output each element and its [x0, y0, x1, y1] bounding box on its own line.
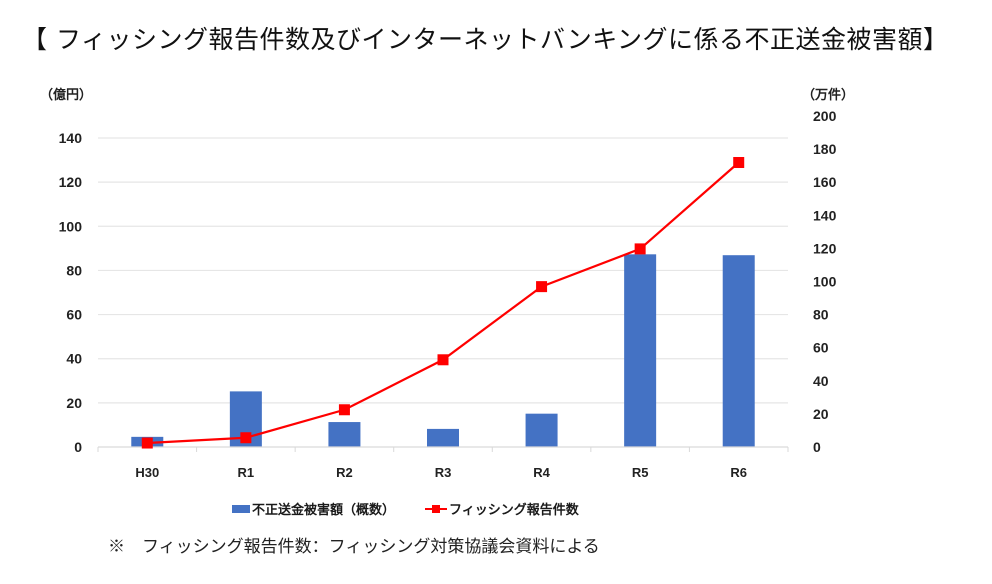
- line-marker-R3: [437, 354, 449, 366]
- right-axis-tick-label: 120: [813, 240, 837, 256]
- right-axis-tick-label: 80: [813, 307, 829, 323]
- left-axis-tick-label: 40: [66, 351, 82, 367]
- bar-R4: [525, 413, 558, 447]
- legend-bar-label: 不正送金被害額（概数）: [252, 503, 396, 518]
- category-label: H30: [135, 465, 159, 480]
- left-axis-tick-label: 100: [59, 218, 83, 234]
- bar-R5: [624, 254, 657, 447]
- bar-R6: [722, 255, 755, 447]
- left-axis-tick-label: 80: [66, 262, 82, 278]
- right-axis-tick-label: 40: [813, 373, 829, 389]
- left-axis-tick-label: 120: [59, 174, 83, 190]
- x-axis: [97, 446, 789, 452]
- category-label: R5: [632, 465, 649, 480]
- line-marker-R4: [536, 281, 548, 293]
- category-label: R3: [435, 465, 452, 480]
- left-axis-ticks: 0 20 40 60 80 100 120 140: [59, 130, 83, 455]
- right-axis-unit-label: （万件）: [802, 88, 855, 103]
- left-axis-tick-label: 140: [59, 130, 83, 146]
- combo-chart: 0 20 40 60 80 100 120 140 0 20 40 60 80 100 120 140 160…: [59, 108, 837, 480]
- category-labels: H30 R1 R2 R3 R4 R5 R6: [135, 465, 747, 480]
- right-axis-tick-label: 160: [813, 174, 837, 190]
- legend-bar-swatch-icon: [232, 504, 250, 513]
- legend-line-marker-icon: [425, 504, 448, 514]
- left-axis-tick-label: 0: [74, 439, 82, 455]
- line-marker-H30: [141, 437, 153, 449]
- legend-line-label: フィッシング報告件数: [449, 503, 579, 518]
- line-marker-R1: [240, 432, 252, 444]
- left-axis-tick-label: 60: [66, 307, 82, 323]
- right-axis-tick-label: 60: [813, 340, 829, 356]
- line-marker-R6: [733, 157, 745, 169]
- gridlines: [98, 137, 788, 404]
- source-note: ※ フィッシング報告件数：フィッシング対策協議会資料による: [108, 537, 600, 557]
- bar-R2: [328, 422, 361, 447]
- category-label: R2: [336, 465, 353, 480]
- bar-R3: [427, 428, 459, 447]
- category-label: R6: [730, 465, 747, 480]
- right-axis-tick-label: 0: [813, 439, 821, 455]
- right-axis-tick-label: 100: [813, 274, 837, 290]
- line-marker-R5: [634, 243, 646, 255]
- right-axis-ticks: 0 20 40 60 80 100 120 140 160 180 200: [813, 108, 837, 455]
- line-series: [141, 157, 745, 449]
- right-axis-tick-label: 180: [813, 141, 837, 157]
- line-marker-R2: [338, 404, 350, 416]
- category-label: R4: [533, 465, 550, 480]
- bar-series: [131, 254, 755, 447]
- legend: 不正送金被害額（概数） フィッシング報告件数: [232, 499, 609, 518]
- chart-title: 【 フィッシング報告件数及びインターネットバンキングに係る不正送金被害額】: [22, 25, 949, 54]
- legend-item-bar[interactable]: 不正送金被害額（概数）: [232, 499, 395, 518]
- left-axis-tick-label: 20: [66, 395, 82, 411]
- right-axis-tick-label: 140: [813, 207, 837, 223]
- right-axis-tick-label: 20: [813, 406, 829, 422]
- category-label: R1: [238, 465, 255, 480]
- legend-item-line[interactable]: フィッシング報告件数: [425, 499, 579, 518]
- left-axis-unit-label: （億円）: [40, 88, 93, 103]
- right-axis-tick-label: 200: [813, 108, 837, 124]
